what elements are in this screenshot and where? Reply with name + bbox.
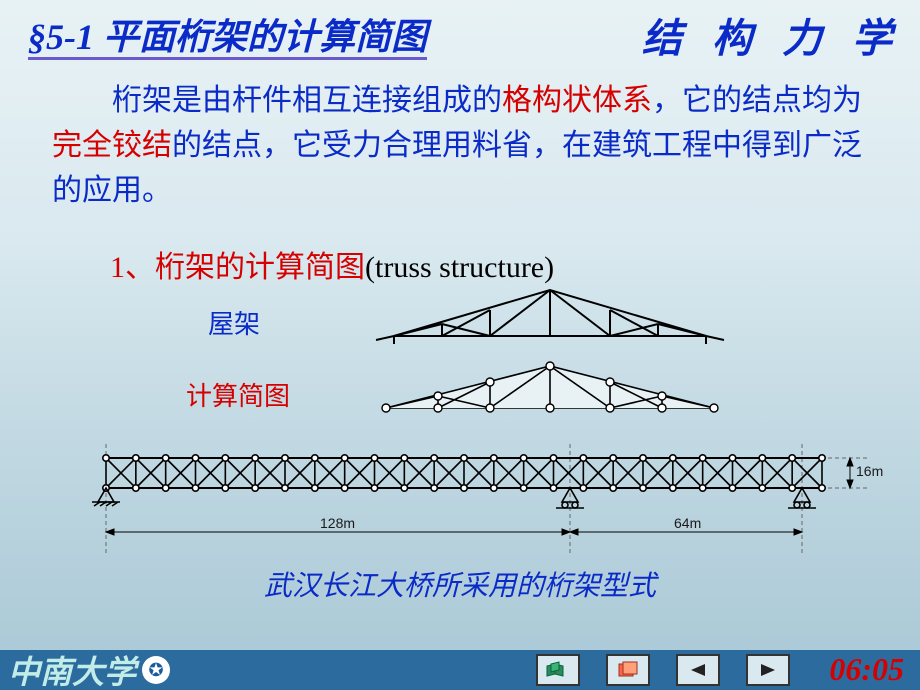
para-red-2: 完全铰结 [52,129,172,162]
slide: 结 构 力 学 §5-1 平面桁架的计算简图 桁架是由杆件相互连接组成的格构状体… [0,0,920,690]
intro-paragraph: 桁架是由杆件相互连接组成的格构状体系，它的结点均为完全铰结的结点，它受力合理用料… [52,78,872,213]
calc-truss-svg [370,358,730,420]
bridge-truss-svg: 128m 64m 16m [70,440,890,570]
section-heading: §5-1 平面桁架的计算简图 [28,8,427,60]
bridge-caption: 武汉长江大桥所采用的桁架型式 [0,564,920,604]
para-red-1: 格构状体系 [502,84,652,117]
para-text-3: 的结点，它受力合理用料省，在建筑工程中得到广泛的应用。 [52,129,862,207]
subheading-black: (truss structure) [365,251,554,284]
next-button[interactable] [746,654,790,686]
roof-truss-svg [370,284,730,350]
calc-label: 计算简图 [186,376,290,413]
para-text-1: 桁架是由杆件相互连接组成的 [52,84,502,117]
subheading: 1、桁架的计算简图(truss structure) [110,242,554,286]
clock-time: 06:05 [829,651,904,688]
roof-label: 屋架 [208,304,260,341]
university-seal-icon: ✪ [142,656,170,684]
footer: 中南大学 ✪ [0,650,920,690]
para-text-2: ，它的结点均为 [652,84,862,117]
dim-128: 128m [320,515,355,531]
slides-icon-button[interactable] [606,654,650,686]
subject-title: 结 构 力 学 [642,6,902,64]
prev-button[interactable] [676,654,720,686]
dim-64: 64m [674,515,701,531]
university-name: 中南大学 [8,647,136,690]
book-icon-button[interactable] [536,654,580,686]
subheading-red: 1、桁架的计算简图 [110,251,365,284]
dim-16: 16m [856,463,883,479]
